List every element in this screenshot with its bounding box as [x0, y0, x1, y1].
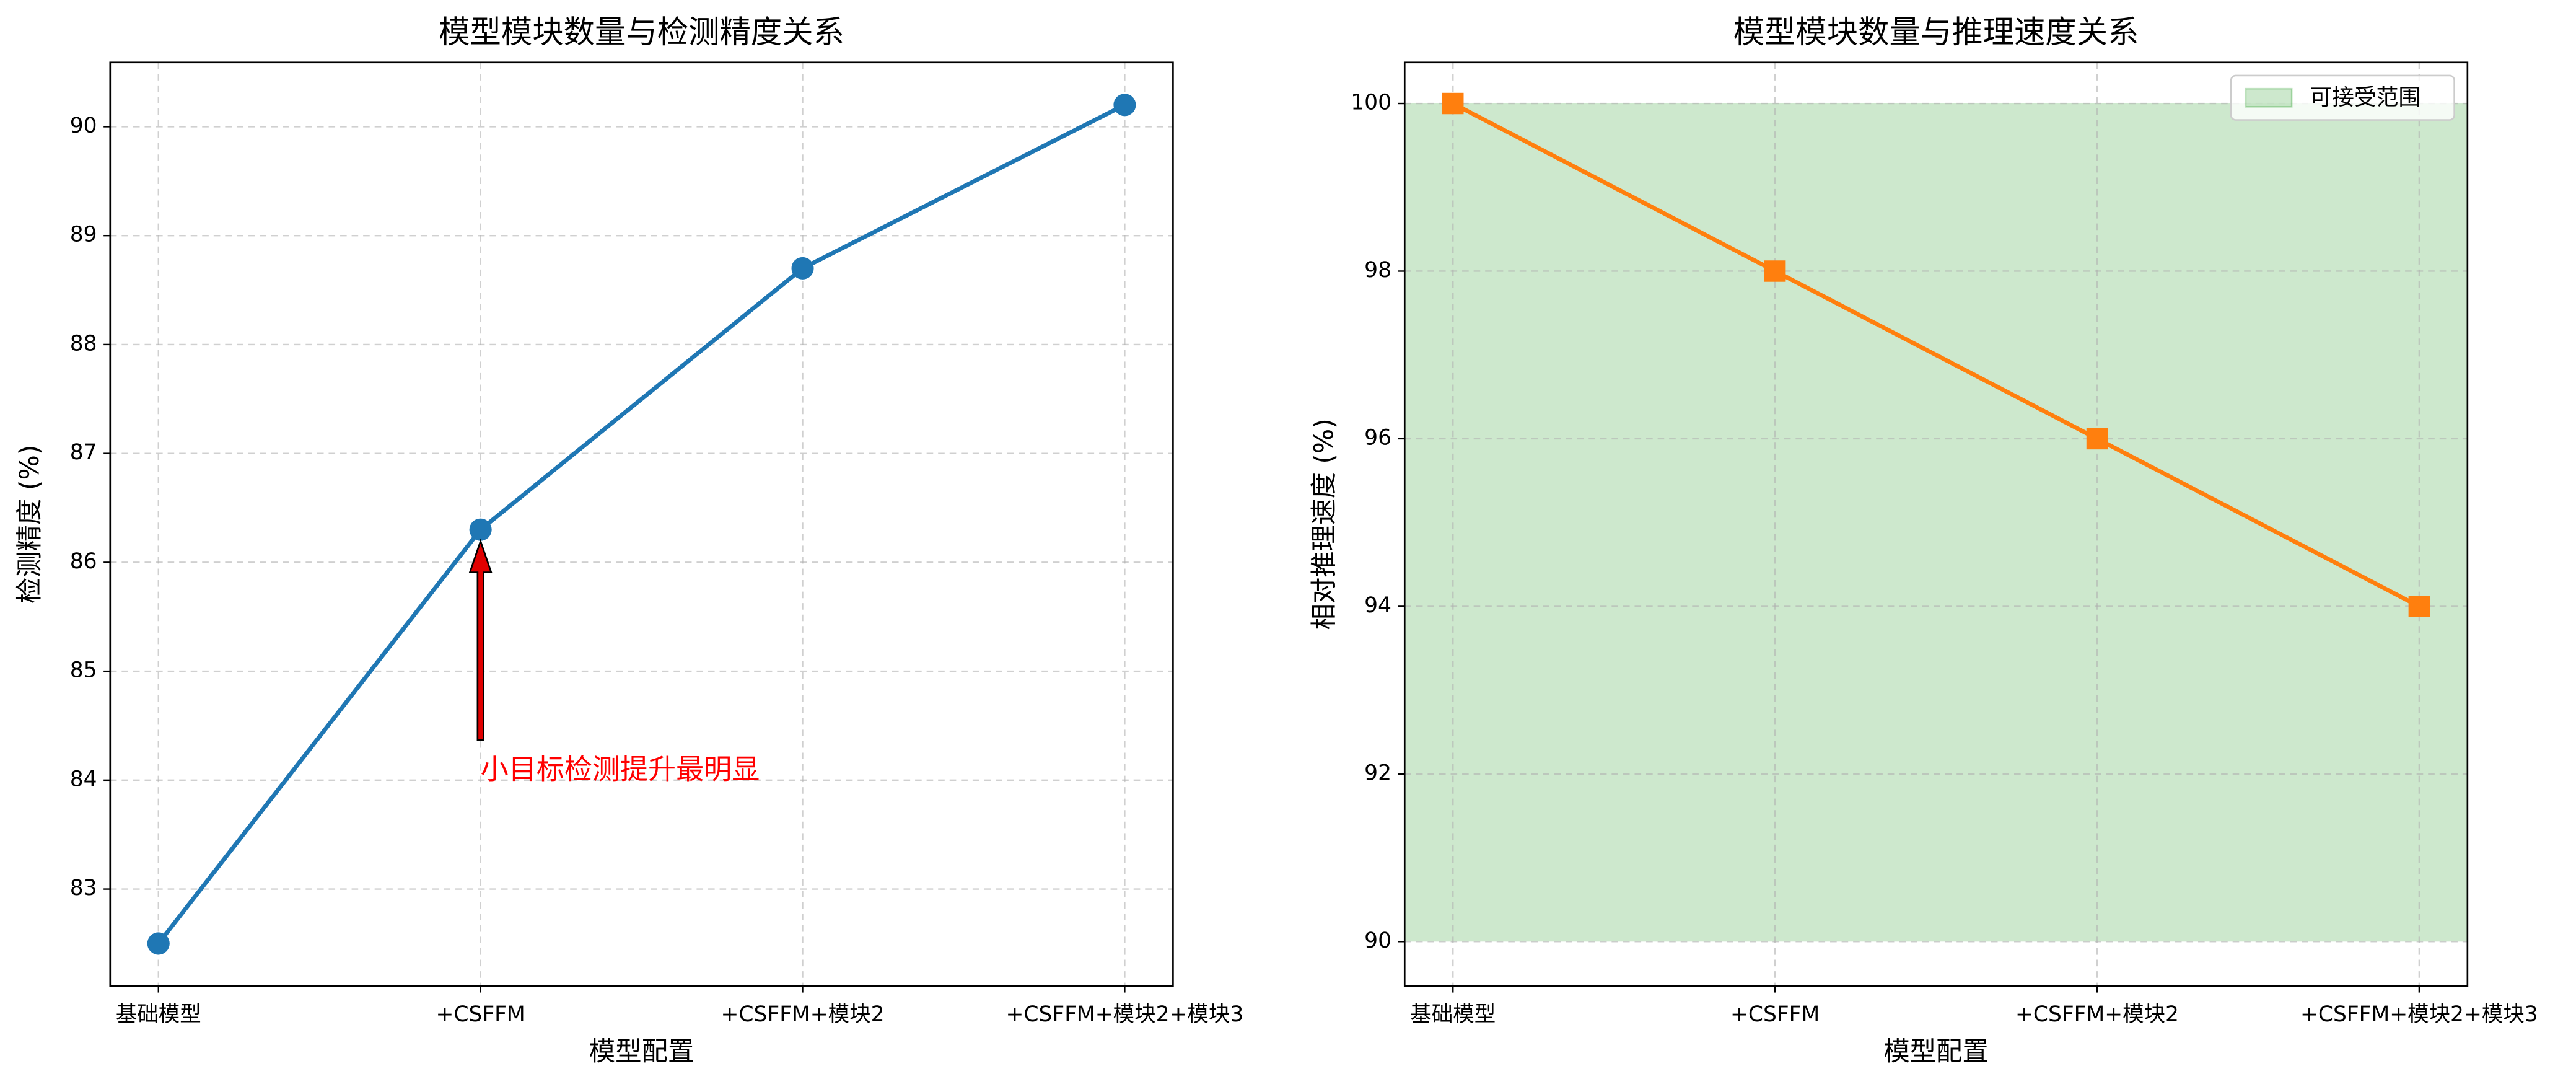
data-line [1452, 101, 2420, 609]
legend-swatch [2245, 87, 2293, 108]
x-tick-label: +CSFFM+模块2 [721, 1002, 885, 1027]
data-point [791, 257, 814, 280]
y-tick-label: 83 [70, 876, 97, 900]
chart-title: 模型模块数量与推理速度关系 [1733, 14, 2139, 50]
annotation-arrow [468, 539, 493, 741]
x-tick-label: +CSFFM+模块2 [2015, 1002, 2179, 1027]
x-tick-label: 基础模型 [1410, 1002, 1496, 1027]
plot-frame [109, 61, 1174, 987]
data-point [1113, 94, 1136, 117]
y-tick-label: 89 [70, 222, 97, 247]
chart-title: 模型模块数量与检测精度关系 [439, 14, 844, 50]
x-axis-label: 模型配置 [589, 1037, 694, 1067]
y-tick-label: 98 [1364, 258, 1391, 283]
y-tick-label: 84 [70, 767, 97, 791]
y-tick-label: 85 [70, 658, 97, 683]
x-axis-label: 模型配置 [1883, 1037, 1989, 1067]
data-point [469, 518, 492, 541]
legend-label: 可接受范围 [2310, 85, 2420, 110]
y-tick-label: 87 [70, 440, 97, 465]
legend-box [2230, 74, 2455, 121]
y-tick-label: 90 [1364, 928, 1391, 953]
y-tick-label: 92 [1364, 760, 1391, 785]
plot-frame [1403, 61, 2469, 987]
x-tick-label: +CSFFM [436, 1002, 525, 1027]
y-tick-label: 96 [1364, 425, 1391, 450]
annotation-text: 小目标检测提升最明显 [481, 752, 760, 785]
x-tick-label: +CSFFM+模块2+模块3 [2300, 1002, 2538, 1027]
x-tick-label: 基础模型 [116, 1002, 201, 1027]
y-axis-label: 相对推理速度 (%) [1309, 418, 1339, 630]
y-tick-label: 88 [70, 331, 97, 356]
x-tick-label: +CSFFM [1730, 1002, 1820, 1027]
y-tick-label: 100 [1351, 90, 1391, 115]
acceptable-band [1404, 103, 2468, 942]
data-point [1442, 92, 1464, 115]
y-tick-label: 94 [1364, 593, 1391, 618]
data-point [1764, 260, 1786, 282]
y-tick-label: 86 [70, 549, 97, 574]
y-axis-label: 检测精度 (%) [15, 445, 45, 604]
data-point [2408, 596, 2430, 617]
data-point [147, 932, 170, 955]
data-line [157, 103, 1126, 945]
data-point [2086, 428, 2108, 450]
x-tick-label: +CSFFM+模块2+模块3 [1006, 1002, 1244, 1027]
y-tick-label: 90 [70, 113, 97, 138]
